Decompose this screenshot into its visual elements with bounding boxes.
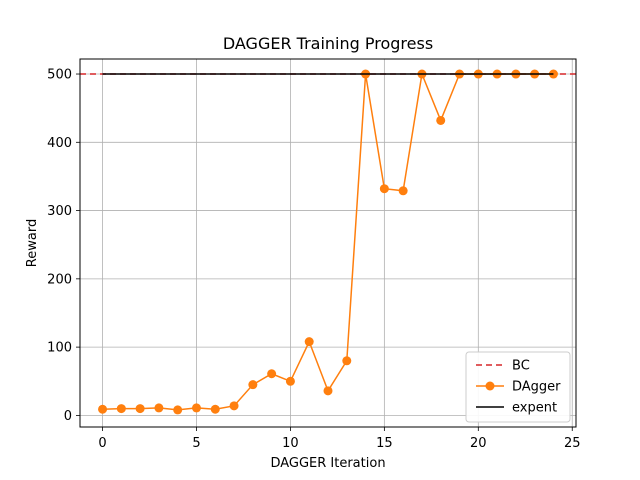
x-tick-label: 0 — [98, 436, 106, 451]
data-point — [267, 369, 277, 379]
y-tick-label: 0 — [64, 409, 72, 424]
y-tick-label: 200 — [47, 272, 72, 287]
data-point — [248, 380, 258, 390]
x-tick-label: 20 — [470, 436, 487, 451]
x-tick-label: 15 — [376, 436, 393, 451]
legend: BC DAgger expent — [465, 351, 571, 423]
x-tick-label: 5 — [192, 436, 200, 451]
data-point — [436, 115, 446, 125]
data-point — [116, 404, 126, 414]
legend-box — [465, 351, 571, 423]
x-axis-title: DAGGER Iteration — [270, 456, 385, 471]
y-tick-label: 100 — [47, 341, 72, 356]
data-point — [285, 376, 295, 386]
legend-label-bc: BC — [512, 359, 530, 374]
data-point — [191, 403, 201, 413]
x-tick-label: 10 — [282, 436, 299, 451]
plot-frame — [79, 58, 577, 428]
legend-marker — [485, 381, 495, 391]
x-tick-label: 25 — [564, 436, 581, 451]
data-point — [210, 404, 220, 414]
data-point — [154, 403, 164, 413]
data-point — [135, 404, 145, 414]
chart-title: DAGGER Training Progress — [223, 34, 433, 53]
axis-ticks: 0 5 10 15 20 25 0 100 200 300 400 500 — [47, 68, 580, 451]
data-point — [398, 186, 408, 196]
data-point — [379, 184, 389, 194]
y-tick-label: 300 — [47, 204, 72, 219]
legend-label-expent: expent — [512, 401, 557, 416]
data-point — [304, 337, 314, 347]
data-point — [229, 401, 239, 411]
data-point — [548, 69, 558, 79]
data-point — [98, 404, 108, 414]
data-point — [173, 405, 183, 415]
data-point — [342, 356, 352, 366]
series-layer — [80, 69, 576, 415]
y-axis-title: Reward — [25, 219, 40, 267]
legend-label-dagger: DAgger — [512, 380, 561, 395]
data-point — [323, 386, 333, 396]
y-tick-label: 400 — [47, 136, 72, 151]
y-tick-label: 500 — [47, 68, 72, 83]
